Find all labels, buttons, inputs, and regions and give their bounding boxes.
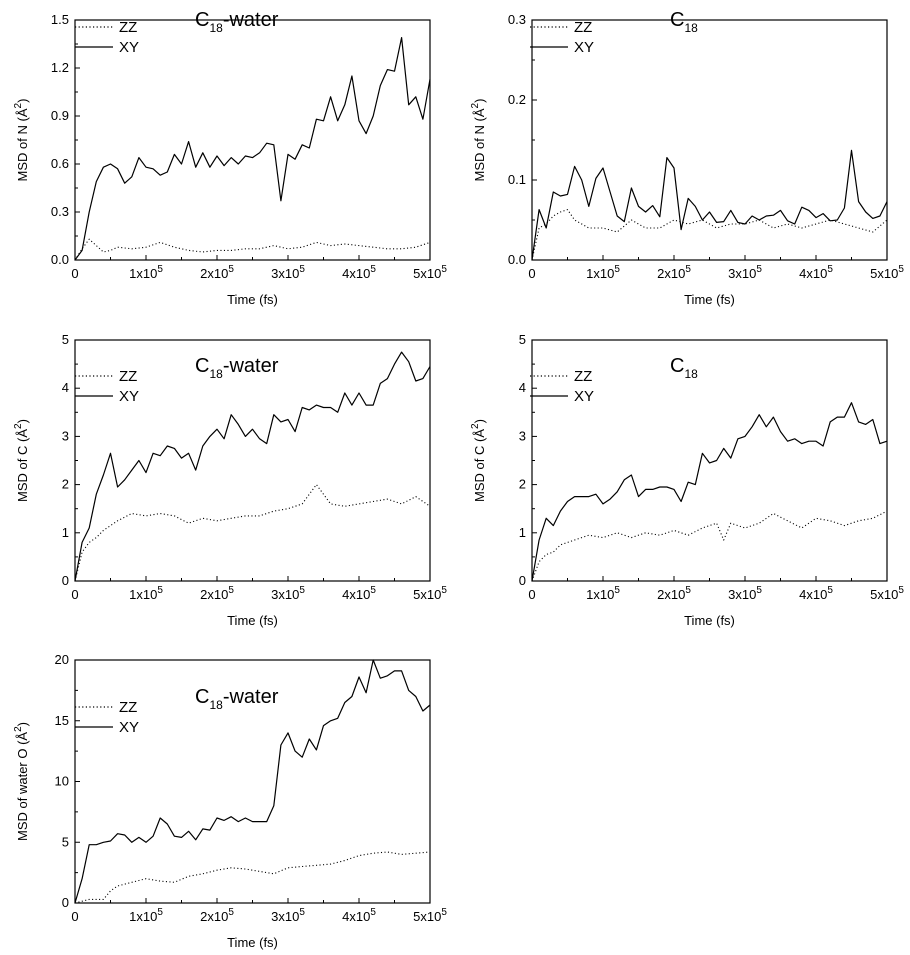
series-line-xy	[74, 351, 431, 582]
chart-panel-5: 0 1x105 2x105 3x105 4x105 5x105 0 5 10 15 20 Time (…	[13, 652, 447, 950]
x-tick-label: 0	[71, 587, 78, 602]
x-tick-label: 2x105	[200, 907, 234, 924]
legend-label-zz: ZZ	[119, 699, 137, 716]
series-line-xy	[74, 659, 431, 904]
y-tick-label: 0.6	[51, 156, 69, 171]
x-tick-label: 1x105	[129, 585, 163, 602]
panel-title: C18-water	[195, 355, 279, 381]
y-tick-label: 0.1	[508, 172, 526, 187]
x-axis-label: Time (fs)	[684, 613, 735, 628]
x-tick-label: 4x105	[342, 585, 376, 602]
chart-panel-1: 0 1x105 2x105 3x105 4x105 5x105 0.0 0.3 0.6 0.9 1.…	[13, 9, 447, 307]
x-tick-label: 4x105	[342, 264, 376, 281]
y-tick-label: 1	[62, 525, 69, 540]
y-tick-label: 5	[62, 332, 69, 347]
series-line-zz	[531, 209, 888, 261]
y-tick-label: 20	[55, 652, 69, 667]
x-tick-label: 1x105	[129, 907, 163, 924]
series-line-xy	[74, 36, 431, 261]
y-tick-label: 1.2	[51, 60, 69, 75]
legend-label-xy: XY	[574, 39, 594, 56]
legend-label-zz: ZZ	[574, 19, 592, 36]
x-axis-label: Time (fs)	[227, 613, 278, 628]
x-tick-label: 1x105	[586, 264, 620, 281]
plot-frame	[74, 19, 431, 261]
y-tick-label: 1	[519, 525, 526, 540]
y-tick-label: 3	[62, 428, 69, 443]
x-tick-label: 4x105	[342, 907, 376, 924]
y-axis-label: MSD of C (Å2)	[470, 419, 487, 502]
panel-title: C18-water	[195, 9, 279, 35]
y-tick-label: 2	[519, 477, 526, 492]
legend-label-zz: ZZ	[119, 19, 137, 36]
x-tick-label: 0	[528, 266, 535, 281]
x-tick-label: 0	[528, 587, 535, 602]
x-tick-label: 3x105	[728, 264, 762, 281]
x-tick-label: 3x105	[271, 264, 305, 281]
x-tick-label: 4x105	[799, 264, 833, 281]
y-tick-label: 5	[62, 834, 69, 849]
y-tick-label: 0	[519, 573, 526, 588]
y-tick-label: 0.3	[508, 12, 526, 27]
x-axis-label: Time (fs)	[227, 935, 278, 950]
panel-title: C18	[670, 355, 698, 381]
series-line-zz	[74, 238, 431, 261]
y-tick-label: 0	[62, 895, 69, 910]
series-line-zz	[74, 484, 431, 582]
y-tick-label: 0.9	[51, 108, 69, 123]
series-line-zz	[531, 510, 888, 582]
x-tick-label: 0	[71, 909, 78, 924]
x-tick-label: 3x105	[271, 907, 305, 924]
panel-title: C18	[670, 9, 698, 35]
x-tick-label: 5x105	[870, 585, 904, 602]
x-tick-label: 1x105	[129, 264, 163, 281]
y-tick-label: 15	[55, 713, 69, 728]
x-tick-label: 5x105	[413, 907, 447, 924]
y-axis-label: MSD of N (Å2)	[13, 99, 30, 182]
x-tick-label: 3x105	[271, 585, 305, 602]
y-tick-label: 4	[519, 380, 526, 395]
panel-title: C18-water	[195, 686, 279, 712]
legend-label-zz: ZZ	[119, 368, 137, 385]
y-tick-label: 5	[519, 332, 526, 347]
x-tick-label: 2x105	[657, 264, 691, 281]
series-line-xy	[531, 149, 888, 261]
legend-label-xy: XY	[119, 719, 139, 736]
x-axis-label: Time (fs)	[227, 292, 278, 307]
x-tick-label: 5x105	[870, 264, 904, 281]
x-tick-label: 2x105	[657, 585, 691, 602]
y-tick-label: 0.2	[508, 92, 526, 107]
legend-label-zz: ZZ	[574, 368, 592, 385]
y-tick-label: 0.0	[51, 252, 69, 267]
y-tick-label: 0.3	[51, 204, 69, 219]
x-tick-label: 2x105	[200, 585, 234, 602]
legend-label-xy: XY	[119, 39, 139, 56]
series-line-zz	[74, 851, 431, 904]
x-tick-label: 2x105	[200, 264, 234, 281]
y-tick-label: 0.0	[508, 252, 526, 267]
y-axis-label: MSD of N (Å2)	[470, 99, 487, 182]
y-tick-label: 1.5	[51, 12, 69, 27]
legend-label-xy: XY	[119, 388, 139, 405]
x-axis-label: Time (fs)	[684, 292, 735, 307]
legend-label-xy: XY	[574, 388, 594, 405]
series-line-xy	[531, 402, 888, 582]
x-tick-label: 5x105	[413, 585, 447, 602]
chart-panel-2: 0 1x105 2x105 3x105 4x105 5x105 0.0 0.1 0.2 0.3 Ti…	[470, 9, 904, 307]
x-tick-label: 1x105	[586, 585, 620, 602]
y-tick-label: 4	[62, 380, 69, 395]
x-tick-label: 3x105	[728, 585, 762, 602]
y-axis-label: MSD of water O (Å2)	[13, 722, 30, 841]
y-tick-label: 3	[519, 428, 526, 443]
y-tick-label: 2	[62, 477, 69, 492]
x-tick-label: 5x105	[413, 264, 447, 281]
y-tick-label: 10	[55, 774, 69, 789]
chart-panel-4: 0 1x105 2x105 3x105 4x105 5x105 0 1 2 3 4 5 Time (fs…	[470, 332, 904, 628]
y-tick-label: 0	[62, 573, 69, 588]
x-tick-label: 0	[71, 266, 78, 281]
y-axis-label: MSD of C (Å2)	[13, 419, 30, 502]
x-tick-label: 4x105	[799, 585, 833, 602]
chart-panel-3: 0 1x105 2x105 3x105 4x105 5x105 0 1 2 3 4 5 Time (fs…	[13, 332, 447, 628]
